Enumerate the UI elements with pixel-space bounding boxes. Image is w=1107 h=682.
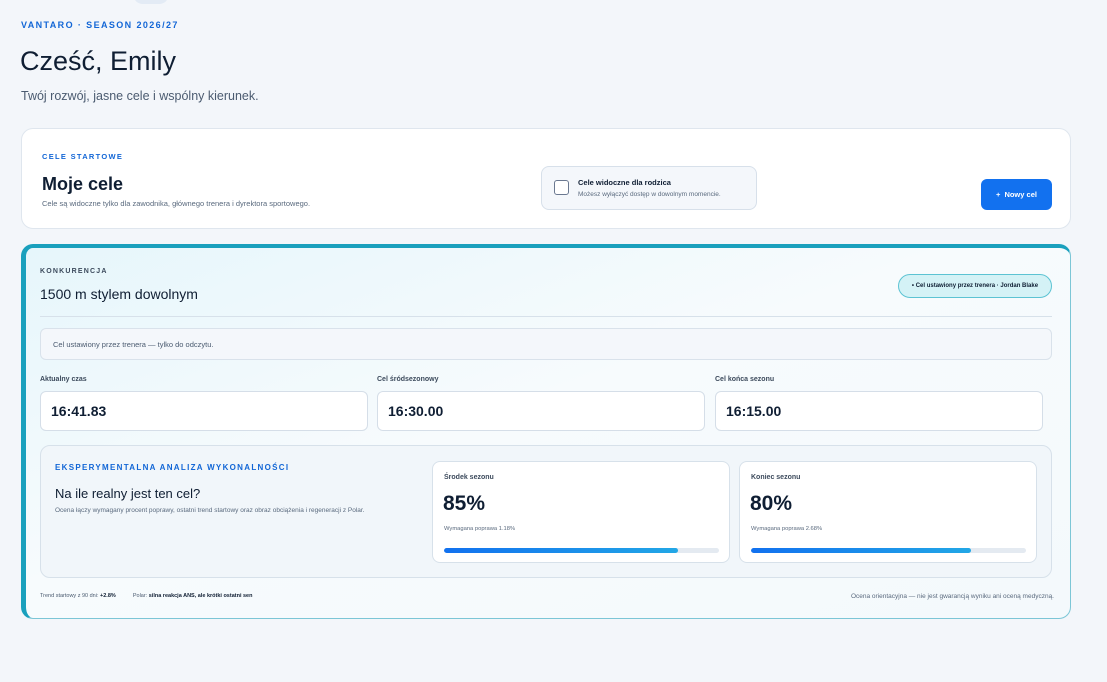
coach-set-badge: • Cel ustawiony przez trenera · Jordan B…	[898, 274, 1052, 298]
competition-goal-card: KONKURENCJA 1500 m stylem dowolnym • Cel…	[21, 244, 1071, 619]
probability-bar-fill	[751, 548, 971, 553]
goals-title: Moje cele	[42, 174, 124, 194]
probability-bar	[444, 548, 719, 553]
probability-label: Koniec sezonu	[751, 474, 801, 481]
new-goal-button[interactable]: + Nowy cel	[981, 179, 1052, 210]
competition-kicker: KONKURENCJA	[40, 268, 108, 275]
new-goal-label: Nowy cel	[1004, 190, 1037, 199]
midseason-goal-label: Cel śródsezonowy	[377, 376, 439, 383]
polar-value: silna reakcja ANS, ale krótki ostatni se…	[148, 593, 253, 599]
parent-visibility-hint: Możesz wyłączyć dostęp w dowolnym momenc…	[578, 191, 721, 198]
current-time-field: 16:41.83	[40, 391, 368, 431]
endseason-probability-card: Koniec sezonu 80% Wymagana poprawa 2.68%	[739, 461, 1037, 563]
trend-value: +2.8%	[100, 593, 116, 599]
required-improvement: Wymagana poprawa 1.18%	[444, 526, 516, 532]
readonly-note: Cel ustawiony przez trenera — tylko do o…	[40, 328, 1052, 360]
divider	[40, 316, 1052, 317]
probability-value: 80%	[750, 492, 793, 515]
trend-footer: Trend startowy z 90 dni: +2.8% Polar: si…	[40, 593, 252, 599]
parent-visibility-toggle[interactable]: Cele widoczne dla rodzica Możesz wyłączy…	[541, 166, 757, 210]
analysis-question: Na ile realny jest ten cel?	[55, 486, 201, 501]
feasibility-analysis-panel: EKSPERYMENTALNA ANALIZA WYKONALNOŚCI Na …	[40, 445, 1052, 578]
analysis-kicker: EKSPERYMENTALNA ANALIZA WYKONALNOŚCI	[55, 463, 290, 472]
plus-icon: +	[996, 190, 1001, 199]
polar-label: Polar:	[132, 593, 148, 599]
disclaimer: Ocena orientacyjna — nie jest gwarancją …	[850, 593, 1054, 600]
probability-bar-fill	[444, 548, 678, 553]
endseason-goal-field: 16:15.00	[715, 391, 1043, 431]
brand-season-eyebrow: VANTARO · SEASON 2026/27	[21, 20, 179, 30]
competition-event: 1500 m stylem dowolnym	[40, 286, 198, 302]
goals-card: CELE STARTOWE Moje cele Cele są widoczne…	[21, 128, 1071, 229]
probability-label: Środek sezonu	[444, 474, 494, 481]
page-subtitle: Twój rozwój, jasne cele i wspólny kierun…	[21, 89, 259, 103]
top-decoration	[133, 0, 169, 4]
goals-description: Cele są widoczne tylko dla zawodnika, gł…	[42, 199, 311, 208]
parent-visibility-checkbox[interactable]	[554, 180, 569, 195]
midseason-goal-field: 16:30.00	[377, 391, 705, 431]
trend-label: Trend startowy z 90 dni:	[40, 593, 99, 599]
probability-value: 85%	[443, 492, 486, 515]
parent-visibility-label: Cele widoczne dla rodzica	[578, 178, 671, 187]
required-improvement: Wymagana poprawa 2.68%	[751, 526, 823, 532]
midseason-probability-card: Środek sezonu 85% Wymagana poprawa 1.18%	[432, 461, 730, 563]
page-title: Cześć, Emily	[20, 46, 177, 76]
probability-bar	[751, 548, 1026, 553]
analysis-description: Ocena łączy wymagany procent poprawy, os…	[55, 507, 365, 514]
current-time-label: Aktualny czas	[40, 376, 87, 383]
endseason-goal-label: Cel końca sezonu	[715, 376, 775, 383]
goals-kicker: CELE STARTOWE	[42, 152, 124, 161]
